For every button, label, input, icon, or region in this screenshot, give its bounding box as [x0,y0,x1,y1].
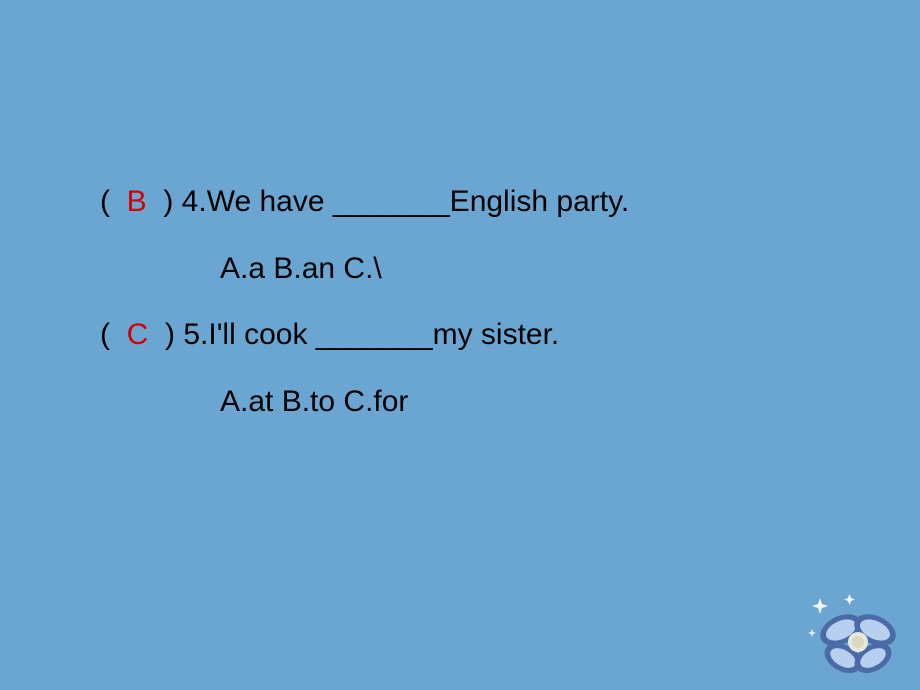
question-4-options: A.a B.an C.\ [220,252,820,287]
question-4-text: ) 4.We have _______English party. [163,185,629,218]
flower-decoration-icon [803,592,908,682]
paren-open: ( [100,185,110,218]
quiz-content: ( B ) 4.We have _______English party. A.… [100,185,820,451]
question-5-line: ( C ) 5.I'll cook _______my sister. [100,318,820,353]
question-5-options: A.at B.to C.for [220,385,820,420]
answer-5: C [127,318,149,353]
question-5-text: ) 5.I'll cook _______my sister. [165,318,559,351]
question-4-line: ( B ) 4.We have _______English party. [100,185,820,220]
answer-4: B [127,185,147,220]
paren-open: ( [100,318,110,351]
